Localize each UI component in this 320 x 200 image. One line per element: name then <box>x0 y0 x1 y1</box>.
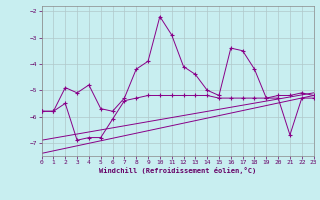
X-axis label: Windchill (Refroidissement éolien,°C): Windchill (Refroidissement éolien,°C) <box>99 167 256 174</box>
